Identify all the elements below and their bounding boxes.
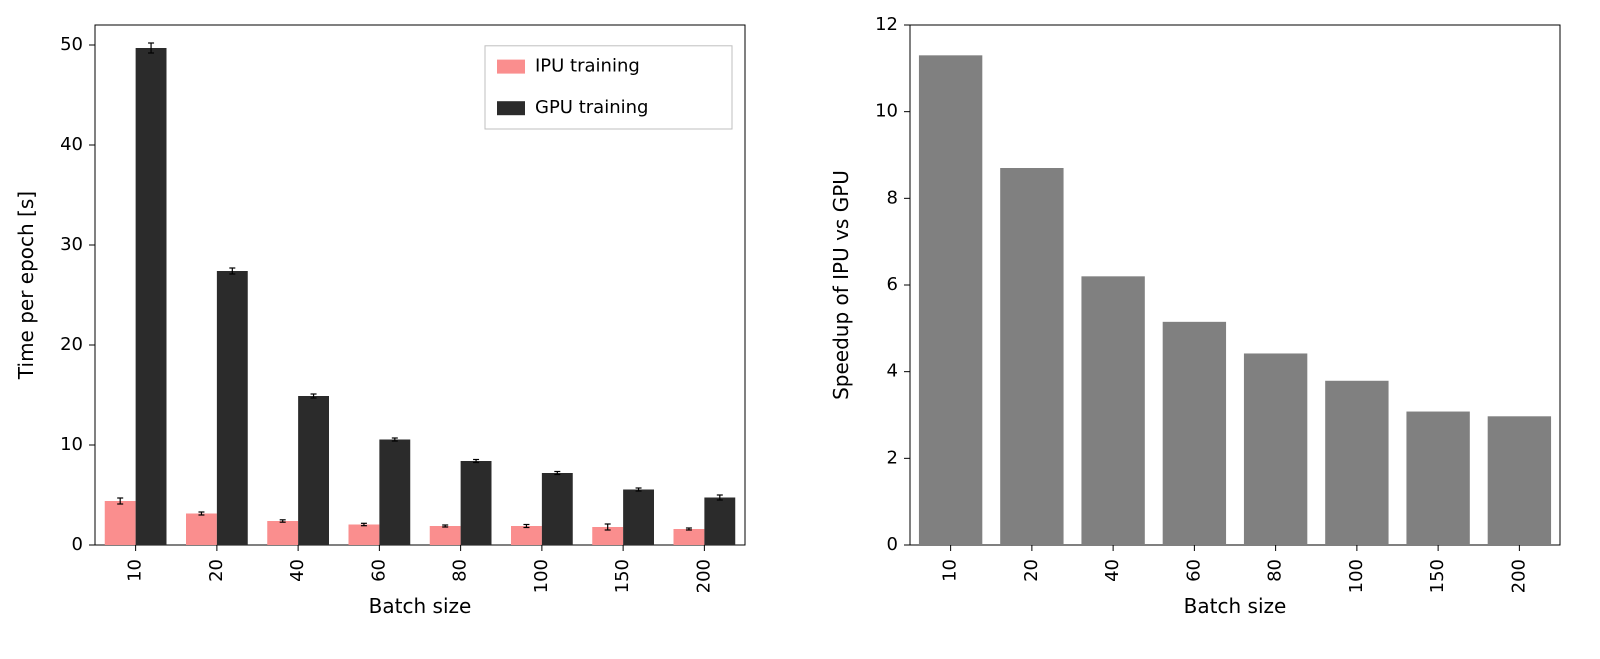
right-chart: 0 2 4 6 8 10 12 10 20 40 60 80 100 150 200 Batch size Sp… <box>829 14 1560 618</box>
bar-ipu <box>674 529 705 545</box>
svg-text:10: 10 <box>940 559 961 582</box>
bar-ipu <box>430 526 461 545</box>
svg-text:40: 40 <box>1102 559 1123 582</box>
svg-text:10: 10 <box>125 559 146 582</box>
svg-text:150: 150 <box>612 559 633 593</box>
charts-svg: 010203040501020406080100150200Batch size… <box>0 0 1600 659</box>
bar-gpu <box>217 271 248 545</box>
svg-text:20: 20 <box>1021 559 1042 582</box>
svg-text:30: 30 <box>60 234 83 255</box>
bar-speedup <box>919 55 982 545</box>
bar-gpu <box>379 440 410 546</box>
svg-text:6: 6 <box>887 274 898 295</box>
svg-text:20: 20 <box>60 334 83 355</box>
bar-speedup <box>1163 322 1226 545</box>
bar-ipu <box>267 521 298 545</box>
bar-ipu <box>511 526 542 545</box>
svg-text:0: 0 <box>887 534 898 555</box>
svg-text:8: 8 <box>887 187 898 208</box>
legend-swatch <box>497 101 525 115</box>
svg-text:20: 20 <box>206 559 227 582</box>
svg-text:200: 200 <box>1508 559 1529 593</box>
svg-text:80: 80 <box>1265 559 1286 582</box>
svg-text:Time per epoch [s]: Time per epoch [s] <box>14 191 38 380</box>
left-chart: 0 10 20 30 40 50 10 20 40 60 80 100 150 200 Batch size… <box>14 25 745 618</box>
svg-text:200: 200 <box>693 559 714 593</box>
svg-text:40: 40 <box>60 134 83 155</box>
bar-speedup <box>1406 412 1469 545</box>
bar-gpu <box>623 490 654 546</box>
bar-speedup <box>1325 381 1388 545</box>
svg-text:Batch size: Batch size <box>369 594 472 618</box>
svg-text:Speedup of IPU vs GPU: Speedup of IPU vs GPU <box>829 170 853 400</box>
figure-root: 010203040501020406080100150200Batch size… <box>0 0 1600 659</box>
bar-ipu <box>105 501 136 545</box>
bar-ipu <box>349 525 380 546</box>
svg-text:50: 50 <box>60 34 83 55</box>
bar-speedup <box>1000 168 1063 545</box>
bar-gpu <box>542 473 573 545</box>
svg-text:10: 10 <box>875 101 898 122</box>
svg-text:0: 0 <box>72 534 83 555</box>
svg-text:4: 4 <box>887 361 898 382</box>
svg-text:100: 100 <box>1346 559 1367 593</box>
bar-gpu <box>461 461 492 545</box>
svg-text:100: 100 <box>531 559 552 593</box>
legend-label: GPU training <box>535 97 648 118</box>
svg-text:10: 10 <box>60 434 83 455</box>
bar-speedup <box>1488 416 1551 545</box>
svg-text:12: 12 <box>875 14 898 35</box>
bar-gpu <box>704 498 735 546</box>
svg-text:60: 60 <box>368 559 389 582</box>
bar-gpu <box>136 48 167 545</box>
svg-text:150: 150 <box>1427 559 1448 593</box>
svg-text:40: 40 <box>287 559 308 582</box>
legend-swatch <box>497 60 525 74</box>
legend-label: IPU training <box>535 56 640 77</box>
svg-text:60: 60 <box>1183 559 1204 582</box>
bar-speedup <box>1081 276 1144 545</box>
svg-text:2: 2 <box>887 447 898 468</box>
bar-gpu <box>298 396 329 545</box>
svg-text:Batch size: Batch size <box>1184 594 1287 618</box>
bar-speedup <box>1244 353 1307 545</box>
bar-ipu <box>186 514 217 546</box>
svg-text:80: 80 <box>450 559 471 582</box>
